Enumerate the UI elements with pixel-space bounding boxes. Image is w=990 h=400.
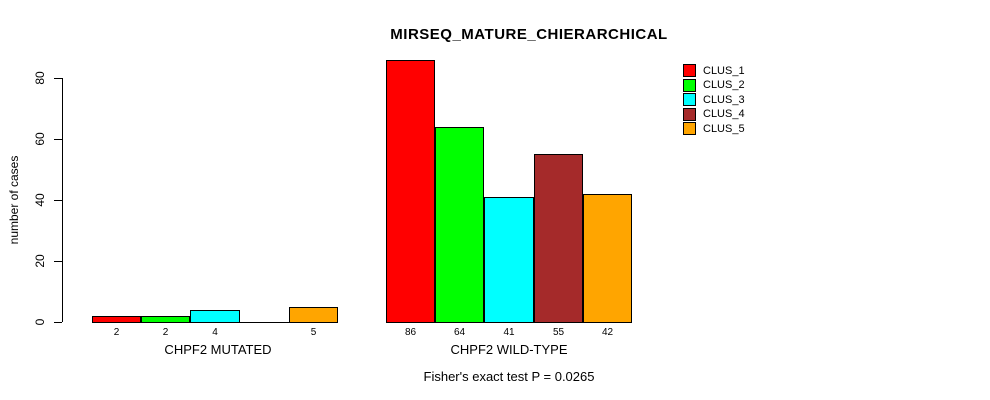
bar-value-clus_5-mutated: 5 <box>310 327 317 338</box>
y-tick-0 <box>54 322 62 323</box>
legend-label-clus_5: CLUS_5 <box>703 122 745 135</box>
legend-swatch-clus_2 <box>683 78 696 92</box>
legend-item-clus_2: CLUS_2 <box>683 78 745 92</box>
bar-value-clus_2-wild-type: 64 <box>453 327 466 338</box>
y-tick-label-0: 0 <box>33 318 47 326</box>
y-tick-20 <box>54 261 62 262</box>
legend-swatch-clus_1 <box>683 64 696 77</box>
group-label-chpf2-mutated: CHPF2 MUTATED <box>164 342 272 357</box>
bar-value-clus_5-wild-type: 42 <box>601 327 614 338</box>
bar-clus_3-wild-type <box>484 197 534 323</box>
legend-item-clus_1: CLUS_1 <box>683 64 745 77</box>
bar-value-clus_3-wild-type: 41 <box>503 327 515 338</box>
bar-clus_2-wild-type <box>435 127 484 323</box>
group-label-chpf2-wild-type: CHPF2 WILD-TYPE <box>450 342 568 357</box>
legend-swatch-clus_3 <box>683 93 696 106</box>
y-tick-label-40: 40 <box>33 193 47 207</box>
bar-value-clus_3-mutated: 4 <box>212 327 218 338</box>
legend-label-clus_1: CLUS_1 <box>703 64 745 77</box>
legend-swatch-clus_4 <box>683 107 696 121</box>
bar-value-clus_1-mutated: 2 <box>113 327 120 338</box>
y-axis-line <box>62 78 63 322</box>
legend-label-clus_4: CLUS_4 <box>703 108 745 120</box>
legend-swatch-clus_5 <box>683 122 696 135</box>
chart-title: MIRSEQ_MATURE_CHIERARCHICAL <box>390 26 668 43</box>
bar-value-clus_1-wild-type: 86 <box>404 327 417 338</box>
y-tick-label-60: 60 <box>33 132 47 146</box>
fisher-test-annotation: Fisher's exact test P = 0.0265 <box>423 369 595 384</box>
bar-value-clus_2-mutated: 2 <box>162 327 169 338</box>
bar-clus_5-wild-type <box>583 194 632 323</box>
bar-clus_1-wild-type <box>386 60 435 323</box>
legend-item-clus_4: CLUS_4 <box>683 107 745 121</box>
bar-clus_2-mutated <box>141 316 190 323</box>
legend-label-clus_2: CLUS_2 <box>703 79 745 91</box>
bar-value-clus_4-wild-type: 55 <box>552 327 565 338</box>
y-tick-label-80: 80 <box>33 71 47 85</box>
y-axis-label: number of cases <box>7 155 21 245</box>
bar-clus_4-wild-type <box>534 154 583 323</box>
bar-clus_1-mutated <box>92 316 141 323</box>
bar-clus_5-mutated <box>289 307 338 323</box>
y-tick-60 <box>54 139 62 140</box>
y-tick-40 <box>54 200 62 201</box>
legend-item-clus_3: CLUS_3 <box>683 93 745 106</box>
y-tick-80 <box>54 78 62 79</box>
bar-clus_3-mutated <box>190 310 240 323</box>
y-tick-label-20: 20 <box>33 254 47 268</box>
legend-label-clus_3: CLUS_3 <box>703 93 745 106</box>
legend-item-clus_5: CLUS_5 <box>683 122 745 135</box>
